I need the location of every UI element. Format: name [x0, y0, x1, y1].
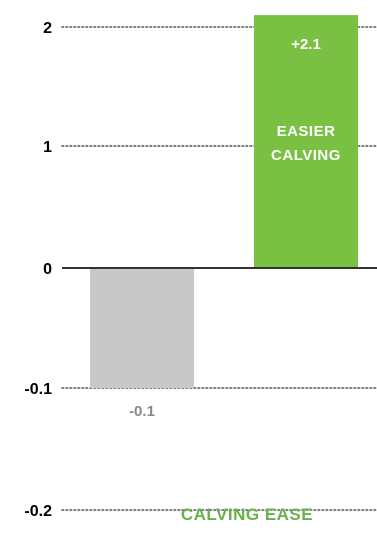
label-layer: 2 1 0 -0.1 -0.2 -0.1 +2.1 EASIER CALVING [24, 20, 341, 520]
y-tick-label: -0.1 [24, 381, 52, 398]
x-axis-label: CALVING EASE [181, 505, 313, 524]
bar-annotation: CALVING [271, 147, 341, 164]
y-tick-label: 2 [43, 20, 52, 37]
y-tick-label: 0 [43, 261, 52, 278]
bar-annotation: EASIER [277, 123, 336, 140]
bar-value-label: -0.1 [129, 403, 155, 420]
bar-positive [254, 15, 358, 268]
bar-layer [90, 15, 358, 388]
y-tick-label: 1 [43, 139, 52, 156]
bar-value-label: +2.1 [291, 36, 321, 53]
bar-negative [90, 268, 194, 388]
y-tick-label: -0.2 [24, 503, 52, 520]
